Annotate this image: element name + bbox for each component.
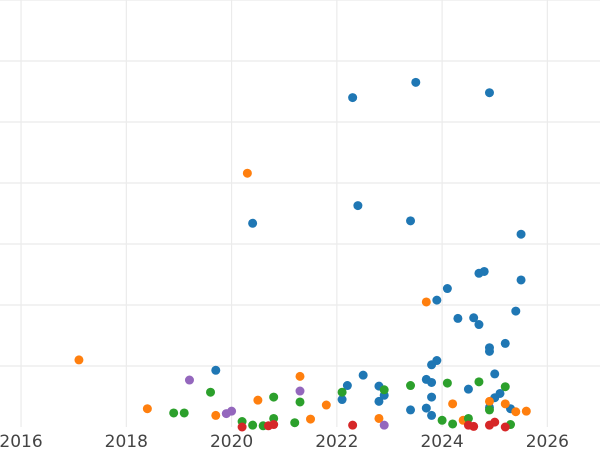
data-point-series-1 [495,388,505,398]
data-point-series-4 [237,422,247,432]
x-tick-label: 2018 [105,432,148,450]
data-point-series-1 [406,405,416,415]
data-point-series-4 [348,420,358,430]
data-point-series-3 [500,382,510,392]
data-point-series-3 [337,387,347,397]
data-point-series-5 [379,420,389,430]
data-point-series-2 [306,414,316,424]
data-point-series-3 [169,408,179,418]
data-point-series-1 [484,88,494,98]
data-point-series-2 [142,404,152,414]
data-point-series-4 [490,417,500,427]
data-point-series-1 [374,396,384,406]
data-point-series-3 [206,387,216,397]
data-point-series-3 [179,408,189,418]
data-point-series-2 [321,400,331,410]
data-point-series-2 [253,395,263,405]
data-point-series-1 [463,384,473,394]
data-point-series-5 [295,386,305,396]
data-point-series-1 [427,377,437,387]
data-point-series-1 [248,218,258,228]
data-point-series-1 [474,320,484,330]
data-point-series-2 [374,413,384,423]
x-tick-label: 2016 [0,432,43,450]
data-point-series-1 [432,356,442,366]
data-point-series-3 [463,413,473,423]
data-point-series-1 [358,370,368,380]
data-point-series-1 [516,229,526,239]
data-point-series-1 [490,369,500,379]
data-point-series-2 [211,410,221,420]
x-tick-label: 2024 [420,432,463,450]
data-point-series-2 [295,371,305,381]
data-point-series-2 [511,407,521,417]
data-point-series-1 [427,410,437,420]
data-point-series-2 [521,406,531,416]
data-point-series-5 [227,406,237,416]
data-point-series-2 [242,168,252,178]
data-point-series-1 [453,313,463,323]
data-point-series-2 [74,355,84,365]
data-point-series-5 [184,375,194,385]
data-point-series-1 [427,392,437,402]
data-point-series-3 [295,397,305,407]
data-point-series-1 [511,306,521,316]
data-point-series-3 [474,377,484,387]
data-point-series-4 [469,421,479,431]
data-point-series-3 [437,415,447,425]
data-point-series-4 [500,422,510,432]
data-point-series-1 [432,295,442,305]
data-point-series-1 [353,201,363,211]
data-point-series-1 [406,216,416,226]
data-point-series-1 [411,77,421,87]
data-point-series-1 [516,275,526,285]
data-point-series-1 [500,338,510,348]
data-point-series-2 [448,399,458,409]
tick-label-layer: 2016 2018 2020 2022 2024 2026 [0,432,569,450]
data-point-series-2 [500,399,510,409]
data-point-series-3 [290,418,300,428]
x-tick-label: 2020 [210,432,253,450]
grid-layer [0,0,600,427]
data-point-layer [74,77,531,432]
data-point-series-1 [484,343,494,353]
data-point-series-3 [379,385,389,395]
x-tick-label: 2022 [315,432,358,450]
x-tick-label: 2026 [526,432,569,450]
data-point-series-3 [484,405,494,415]
data-point-series-3 [448,419,458,429]
data-point-series-1 [479,266,489,276]
data-point-series-1 [342,381,352,391]
data-point-series-3 [406,381,416,391]
data-point-series-1 [442,284,452,294]
data-point-series-3 [269,392,279,402]
data-point-series-4 [269,420,279,430]
data-point-series-1 [337,395,347,405]
data-point-series-1 [469,313,479,323]
data-point-series-3 [248,420,258,430]
data-point-series-1 [348,93,358,103]
data-point-series-1 [421,403,431,413]
data-point-series-2 [484,396,494,406]
data-point-series-3 [442,378,452,388]
data-point-series-1 [211,365,221,375]
data-point-series-2 [421,297,431,307]
